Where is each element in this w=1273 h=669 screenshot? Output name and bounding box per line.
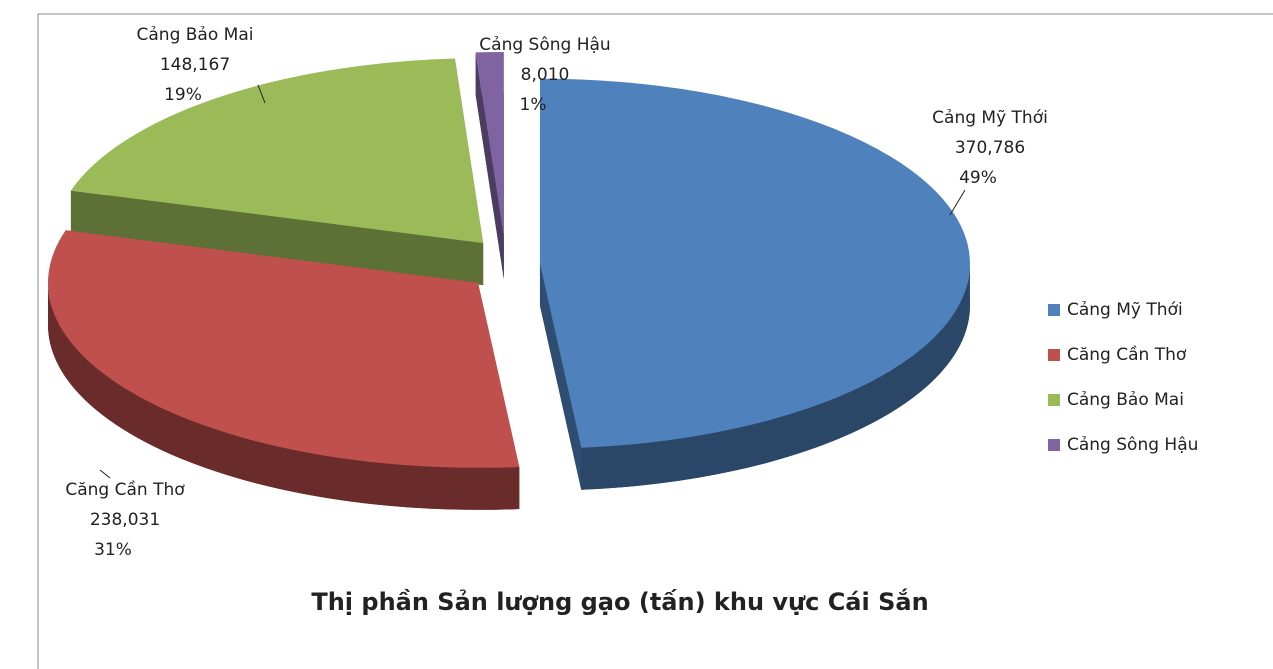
slice-wall xyxy=(70,190,484,286)
data-label-percent: 49% xyxy=(959,168,997,188)
legend-swatch xyxy=(1048,439,1060,451)
data-label-category: Căng Cần Thơ xyxy=(65,479,185,500)
chart-title: Thị phần Sản lượng gạo (tấn) khu vực Cái… xyxy=(311,587,928,616)
leader-line xyxy=(99,469,111,479)
legend-label: Cảng Bảo Mai xyxy=(1067,390,1184,410)
leader-line xyxy=(257,84,266,104)
legend-swatch xyxy=(1048,394,1060,406)
slice-side xyxy=(47,282,520,510)
slice-wall xyxy=(539,263,582,490)
slice xyxy=(539,78,970,448)
data-label-percent: 1% xyxy=(520,95,547,115)
data-label-category: Cảng Sông Hậu xyxy=(479,35,610,55)
data-label-percent: 31% xyxy=(94,540,132,560)
slice-side xyxy=(581,263,970,490)
data-label-value: 148,167 xyxy=(160,55,230,75)
data-label-category: Cảng Mỹ Thới xyxy=(932,108,1048,128)
slice xyxy=(47,230,520,468)
data-label-value: 370,786 xyxy=(955,138,1025,158)
data-label-percent: 19% xyxy=(164,85,202,105)
legend-label: Cảng Sông Hậu xyxy=(1067,435,1198,455)
slice-wall xyxy=(475,52,504,280)
data-label-category: Cảng Bảo Mai xyxy=(137,25,254,45)
legend-swatch xyxy=(1048,304,1060,316)
leader-line xyxy=(949,189,966,216)
legend-swatch xyxy=(1048,349,1060,361)
slice xyxy=(70,58,484,244)
legend-label: Căng Cần Thơ xyxy=(1067,344,1187,365)
data-label-value: 8,010 xyxy=(521,65,570,85)
slice xyxy=(475,52,504,238)
data-label-value: 238,031 xyxy=(90,510,160,530)
legend-label: Cảng Mỹ Thới xyxy=(1067,300,1183,320)
